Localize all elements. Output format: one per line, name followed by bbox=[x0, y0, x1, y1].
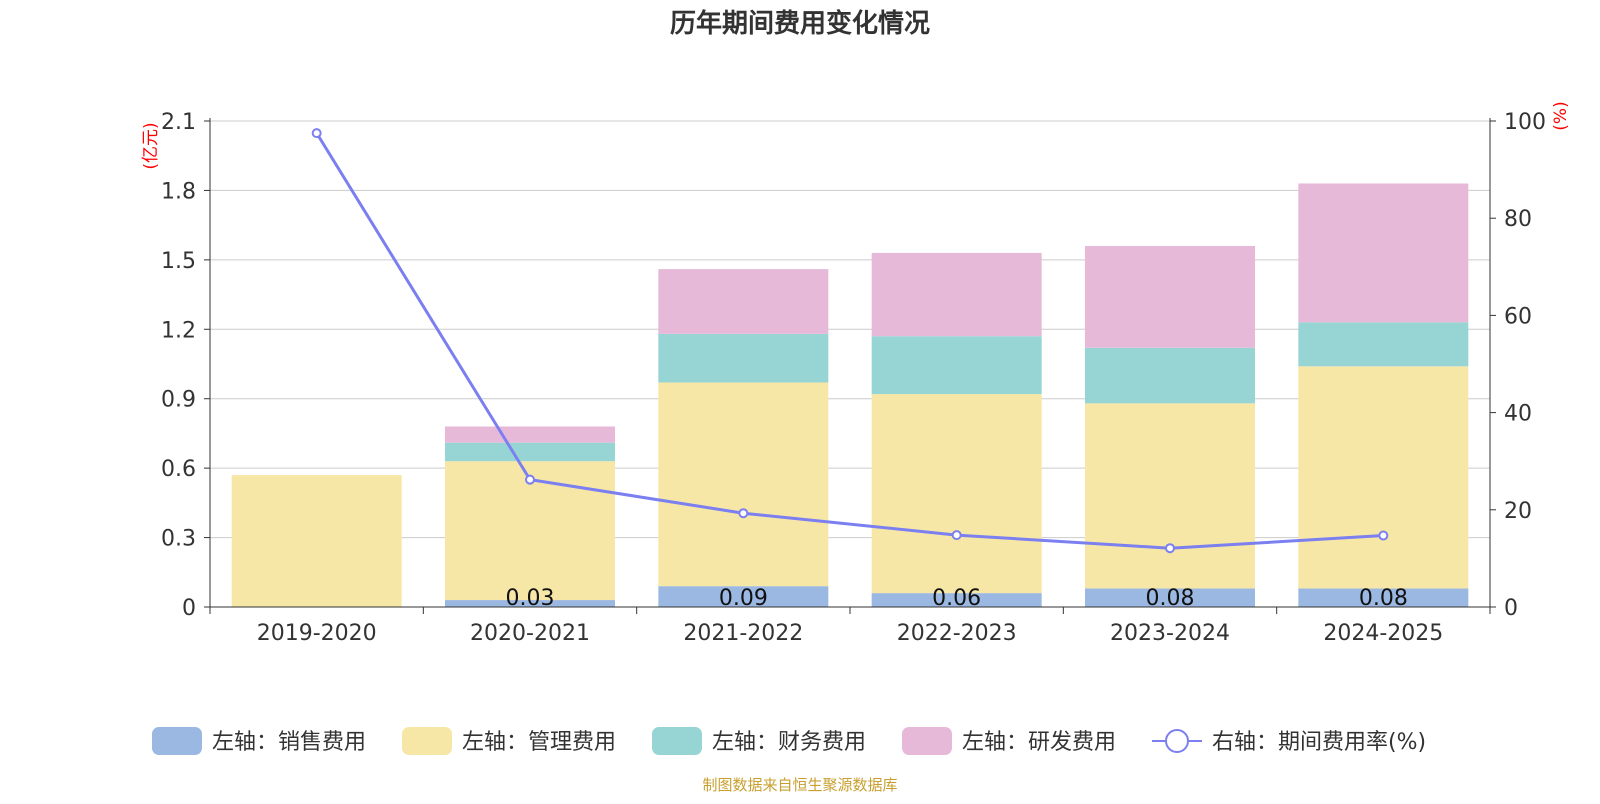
y-left-tick-label: 2.1 bbox=[161, 110, 196, 135]
chart-title: 历年期间费用变化情况 bbox=[670, 8, 930, 39]
legend-label: 右轴：期间费用率(%) bbox=[1212, 730, 1426, 755]
x-tick-label: 2020-2021 bbox=[470, 621, 590, 646]
line-series bbox=[315, 132, 1384, 550]
bar-segment bbox=[1298, 588, 1469, 607]
y-left-tick-label: 0 bbox=[182, 596, 196, 621]
bar-segment bbox=[658, 269, 829, 334]
legend-item: 左轴：财务费用 bbox=[652, 727, 866, 755]
y-left-unit: (亿元) bbox=[141, 122, 161, 169]
legend-swatch bbox=[402, 727, 452, 755]
bar-segment bbox=[1085, 245, 1255, 348]
bar-segment bbox=[1085, 588, 1255, 607]
bar-segment bbox=[445, 426, 615, 443]
legend-swatch bbox=[152, 727, 202, 755]
y-right-tick-label: 60 bbox=[1504, 304, 1532, 329]
y-right-tick-label: 20 bbox=[1504, 499, 1532, 524]
line-point bbox=[951, 530, 962, 541]
footer-source: 制图数据来自恒生聚源数据库 bbox=[702, 776, 897, 794]
y-right-unit: (%) bbox=[1551, 101, 1571, 130]
y-left-tick-label: 0.6 bbox=[161, 457, 196, 482]
line-point bbox=[1165, 543, 1175, 554]
legend-swatch bbox=[902, 727, 952, 755]
y-left-tick-label: 1.2 bbox=[161, 318, 196, 343]
y-left-tick-label: 0.9 bbox=[161, 388, 196, 413]
legend-item: 右轴：期间费用率(%) bbox=[1152, 729, 1426, 755]
legend-label: 左轴：财务费用 bbox=[712, 730, 866, 755]
bar-segment bbox=[871, 593, 1042, 607]
line-point bbox=[1378, 530, 1389, 541]
bar-segment bbox=[1298, 183, 1469, 323]
legend-item: 左轴：销售费用 bbox=[152, 727, 366, 755]
bar-segment bbox=[1085, 347, 1255, 404]
line-point bbox=[311, 128, 322, 139]
y-right-tick-label: 80 bbox=[1504, 207, 1532, 232]
bar-segment bbox=[658, 382, 829, 587]
bar-segment bbox=[445, 442, 615, 462]
bar-segment bbox=[658, 586, 829, 607]
bar-segment bbox=[871, 252, 1042, 337]
legend-label: 左轴：管理费用 bbox=[462, 730, 616, 755]
x-tick-label: 2022-2023 bbox=[897, 621, 1017, 646]
bar-segment bbox=[445, 600, 615, 607]
y-right-tick-label: 100 bbox=[1504, 110, 1546, 135]
y-right-tick-label: 40 bbox=[1504, 402, 1532, 427]
x-tick-label: 2021-2022 bbox=[683, 621, 803, 646]
bar-segment bbox=[1298, 366, 1469, 589]
y-left-tick-label: 1.8 bbox=[161, 179, 196, 204]
legend-swatch bbox=[652, 727, 702, 755]
y-right-tick-label: 0 bbox=[1504, 596, 1518, 621]
bar-segment bbox=[1085, 403, 1255, 589]
line-point bbox=[525, 474, 535, 485]
y-left-tick-label: 1.5 bbox=[161, 249, 196, 274]
bar-segment bbox=[871, 336, 1042, 395]
x-tick-label: 2019-2020 bbox=[257, 621, 377, 646]
legend-marker bbox=[1165, 729, 1189, 753]
bar-segment bbox=[231, 475, 402, 607]
x-tick-label: 2024-2025 bbox=[1323, 621, 1443, 646]
bar-segment bbox=[1298, 322, 1469, 367]
legend-label: 左轴：研发费用 bbox=[962, 730, 1116, 755]
legend-item: 左轴：管理费用 bbox=[402, 727, 616, 755]
line-point bbox=[738, 508, 749, 519]
x-tick-label: 2023-2024 bbox=[1110, 621, 1230, 646]
legend-item: 左轴：研发费用 bbox=[902, 727, 1116, 755]
legend-label: 左轴：销售费用 bbox=[212, 730, 366, 755]
bar-segment bbox=[658, 333, 829, 383]
y-left-tick-label: 0.3 bbox=[161, 527, 196, 552]
bar-segment bbox=[871, 394, 1042, 594]
